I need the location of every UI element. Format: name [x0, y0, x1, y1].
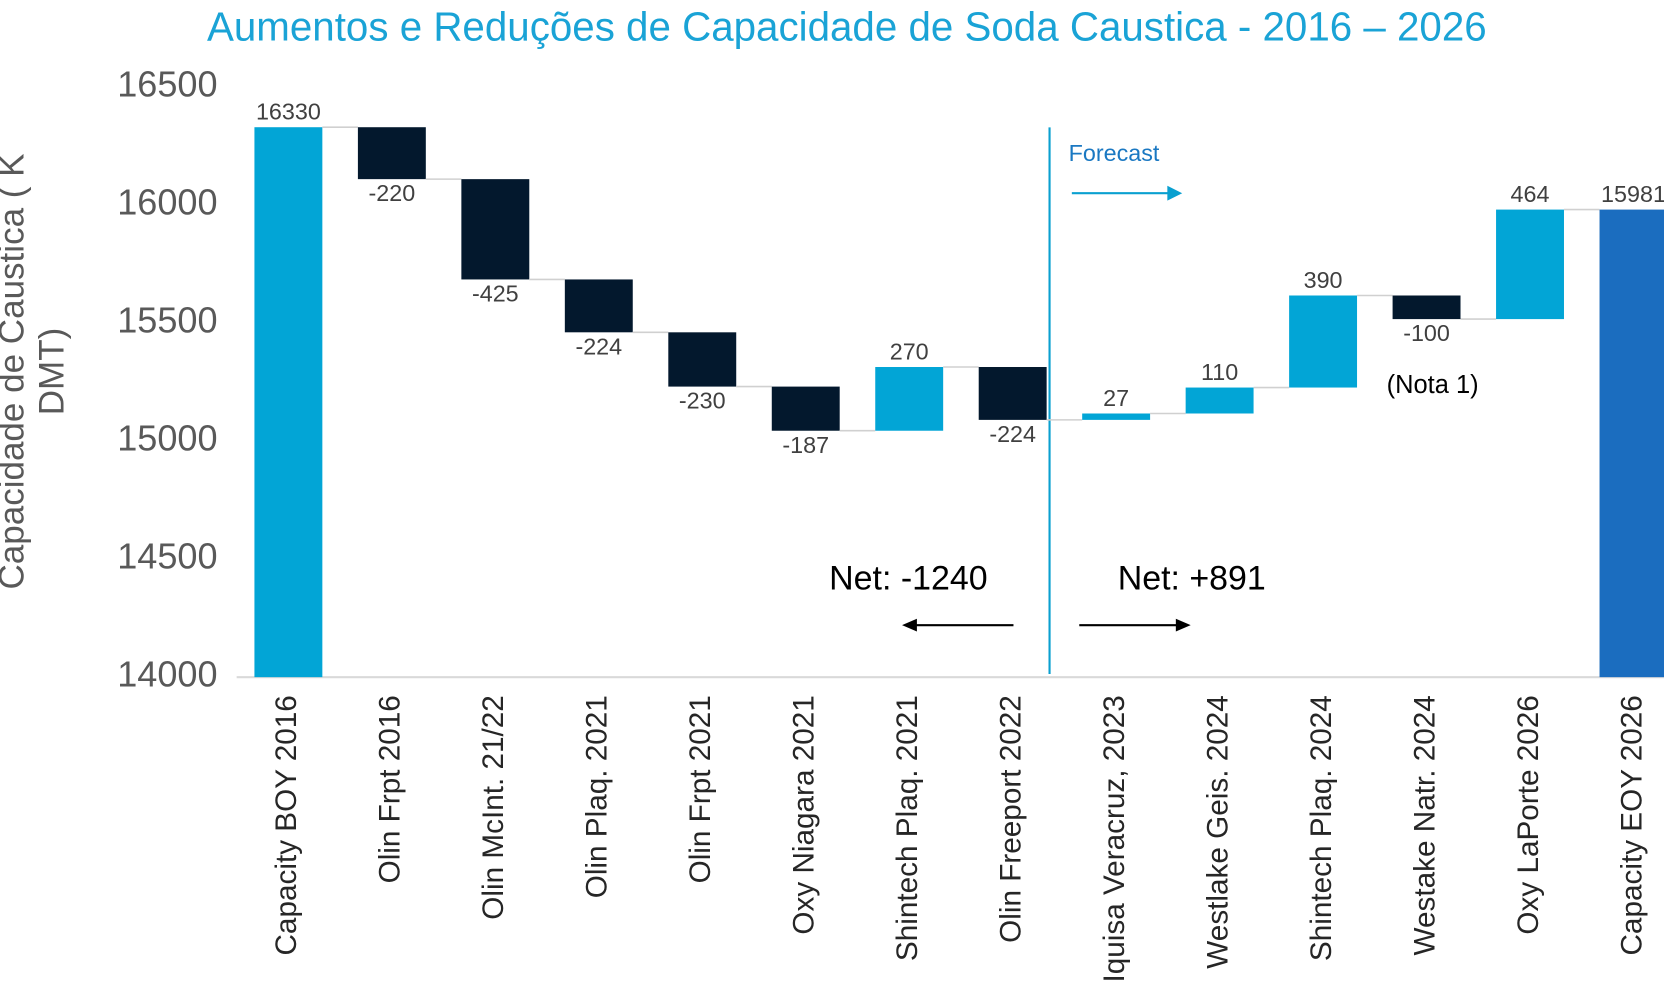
y-tick-label: 16000: [117, 182, 217, 223]
net-before: Net: -1240: [829, 560, 987, 598]
x-tick-label: Olin Frpt 2016: [374, 695, 407, 883]
y-tick-label: 14000: [117, 654, 217, 695]
bar: [668, 332, 737, 387]
value-label: 27: [1103, 385, 1129, 411]
y-tick-label: 16500: [117, 64, 217, 105]
x-tick-label: Shintech Plaq. 2024: [1305, 695, 1338, 961]
net-before-arrow-head: [902, 618, 917, 632]
y-axis-label-text: Capacidade de Caustica ( K DMT): [0, 153, 72, 590]
value-label: 390: [1304, 267, 1343, 293]
x-tick-label: Capacity EOY 2026: [1615, 695, 1648, 955]
x-tick-label: Olin Frpt 2021: [684, 695, 717, 883]
value-label: 110: [1201, 359, 1238, 385]
x-tick-label: Olin Freeport 2022: [995, 695, 1028, 943]
bar: [978, 367, 1047, 420]
y-tick-label: 15500: [117, 300, 217, 341]
value-label: 15981: [1601, 181, 1664, 207]
value-label: -220: [369, 180, 416, 206]
x-tick-label: Olin Plaq. 2021: [581, 695, 614, 898]
bar: [1289, 295, 1358, 388]
value-label: 16330: [256, 99, 321, 125]
x-tick-label: Oxy LaPorte 2026: [1512, 695, 1545, 934]
x-tick-label: Capacity BOY 2016: [270, 695, 303, 955]
bar: [771, 386, 840, 431]
note: (Nota 1): [1387, 371, 1479, 399]
bar: [357, 127, 426, 180]
value-label: 270: [890, 338, 929, 364]
net-after-arrow-head: [1175, 618, 1191, 632]
bar: [461, 179, 530, 280]
value-label: -187: [782, 432, 829, 458]
bar: [1496, 209, 1564, 320]
x-tick-label: Olin McInt. 21/22: [477, 695, 510, 920]
x-tick-label: Shintech Plaq. 2021: [891, 695, 924, 961]
forecast-arrow-head: [1167, 185, 1183, 201]
bar: [1185, 387, 1254, 414]
value-label: -100: [1403, 320, 1450, 346]
bar: [875, 367, 944, 431]
net-after: Net: +891: [1118, 560, 1266, 598]
x-tick-label: Westlake Geis. 2024: [1201, 695, 1234, 969]
y-tick-label: 14500: [117, 536, 217, 577]
value-label: -425: [472, 281, 519, 307]
bar: [1392, 295, 1461, 320]
x-tick-label: Westake Natr. 2024: [1408, 695, 1441, 955]
forecast-label: Forecast: [1069, 140, 1160, 166]
bar: [254, 127, 323, 678]
value-label: -224: [575, 333, 622, 359]
value-label: 464: [1511, 181, 1550, 207]
bar: [1599, 209, 1664, 678]
bar: [564, 279, 633, 333]
y-tick-label: 15000: [117, 418, 217, 459]
value-label: -230: [679, 388, 726, 414]
value-label: -224: [989, 421, 1036, 447]
x-tick-label: Oxy Niagara 2021: [788, 695, 821, 934]
x-tick-label: Iquisa Veracruz, 2023: [1098, 695, 1131, 982]
chart-title: Aumentos e Reduções de Capacidade de Sod…: [207, 3, 1487, 49]
bar: [1082, 413, 1151, 420]
